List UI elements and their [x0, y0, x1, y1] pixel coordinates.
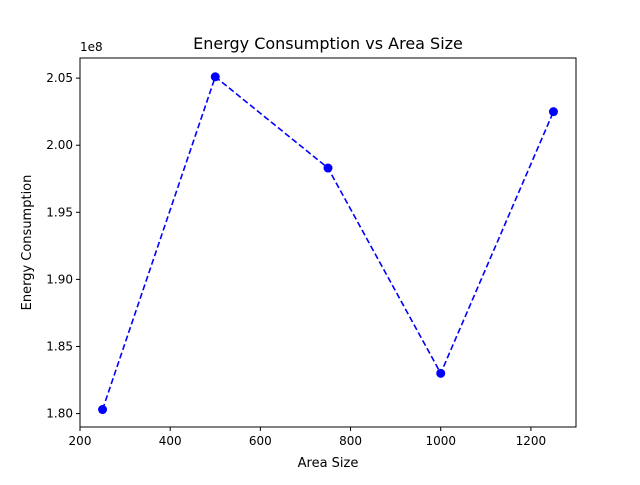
y-tick-label: 1.85	[46, 339, 73, 353]
data-point	[210, 72, 220, 82]
x-axis-label: Area Size	[298, 456, 359, 471]
x-tick-label: 200	[69, 434, 92, 448]
y-axis-label: Energy Consumption	[20, 175, 35, 311]
data-point	[323, 163, 333, 173]
x-tick-label: 800	[339, 434, 362, 448]
y-axis-offset-label: 1e8	[80, 40, 103, 54]
x-tick-label: 1000	[425, 434, 456, 448]
x-tick-label: 1200	[516, 434, 547, 448]
y-tick-label: 2.05	[46, 71, 73, 85]
y-tick-label: 1.90	[46, 272, 73, 286]
series-line	[101, 75, 555, 410]
y-tick-label: 1.95	[46, 205, 73, 219]
x-tick-label: 400	[159, 434, 182, 448]
data-point	[98, 405, 108, 415]
axes-frame	[79, 57, 577, 428]
chart-title: Energy Consumption vs Area Size	[193, 34, 463, 53]
data-point	[436, 368, 446, 378]
y-tick-label: 1.80	[46, 407, 73, 421]
data-point	[548, 107, 558, 117]
data-series	[98, 72, 558, 415]
axis-ticks: 200 400 600 800 1000 1200 1.80 1.85 1.90 1.95 2.00…	[46, 71, 546, 448]
y-tick-label: 2.00	[46, 138, 73, 152]
x-tick-label: 600	[249, 434, 272, 448]
